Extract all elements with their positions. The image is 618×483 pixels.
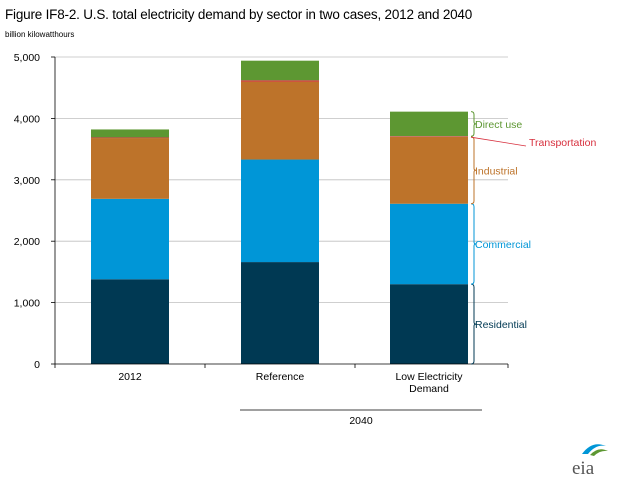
series-braces <box>470 111 527 365</box>
group-label-2040: 2040 <box>349 415 373 427</box>
logo-text: eia <box>572 458 595 479</box>
bar-commercial-low-electricity-demand <box>390 203 468 285</box>
series-label-residential: Residential <box>475 319 527 331</box>
bar-commercial-2012 <box>91 198 169 280</box>
bar-transportation-2012 <box>91 137 169 139</box>
y-tick-label-5000: 5,000 <box>14 52 40 64</box>
bar-direct-use-reference <box>241 60 319 81</box>
series-label-direct-use: Direct use <box>475 119 522 131</box>
bars <box>91 60 468 364</box>
x-tick-label-2012: 2012 <box>118 371 142 383</box>
series-label-industrial: Industrial <box>475 165 518 177</box>
bar-industrial-reference <box>241 81 319 160</box>
bar-commercial-reference <box>241 159 319 263</box>
bar-industrial-2012 <box>91 138 169 199</box>
bar-residential-2012 <box>91 279 169 364</box>
bar-industrial-low-electricity-demand <box>390 136 468 204</box>
bar-transportation-low-electricity-demand <box>390 136 468 137</box>
series-label-transportation: Transportation <box>529 137 596 149</box>
bar-residential-low-electricity-demand <box>390 284 468 364</box>
bar-residential-reference <box>241 262 319 364</box>
y-tick-label-3000: 3,000 <box>14 175 40 187</box>
bar-direct-use-low-electricity-demand <box>390 111 468 137</box>
logo-swoosh-blue <box>582 444 606 454</box>
x-tick-label-reference: Reference <box>256 371 305 383</box>
eia-logo: eia <box>572 444 608 479</box>
chart-title: Figure IF8-2. U.S. total electricity dem… <box>5 7 473 22</box>
brace-commercial <box>470 203 477 285</box>
y-tick-labels: 0 1,000 2,000 3,000 4,000 5,000 <box>14 52 40 371</box>
y-tick-label-4000: 4,000 <box>14 113 40 125</box>
x-tick-label-low-electricity-demand-line2: Demand <box>409 383 449 395</box>
x-tick-label-low-electricity-demand-line1: Low Electricity <box>395 371 463 383</box>
logo-swoosh-green <box>590 449 608 456</box>
series-label-commercial: Commercial <box>475 239 531 251</box>
axes <box>51 56 509 368</box>
brace-residential <box>470 283 477 365</box>
leader-line-transportation <box>470 136 527 147</box>
series-labels: Residential Commercial Industrial Transport… <box>475 119 596 331</box>
y-tick-label-1000: 1,000 <box>14 298 40 310</box>
brace-industrial <box>470 136 477 205</box>
bar-transportation-reference <box>241 80 319 82</box>
brace-direct-use <box>470 111 477 137</box>
y-tick-label-2000: 2,000 <box>14 236 40 248</box>
y-tick-label-0: 0 <box>34 359 40 371</box>
y-unit-label: billion kilowatthours <box>5 30 75 39</box>
bar-direct-use-2012 <box>91 129 169 138</box>
